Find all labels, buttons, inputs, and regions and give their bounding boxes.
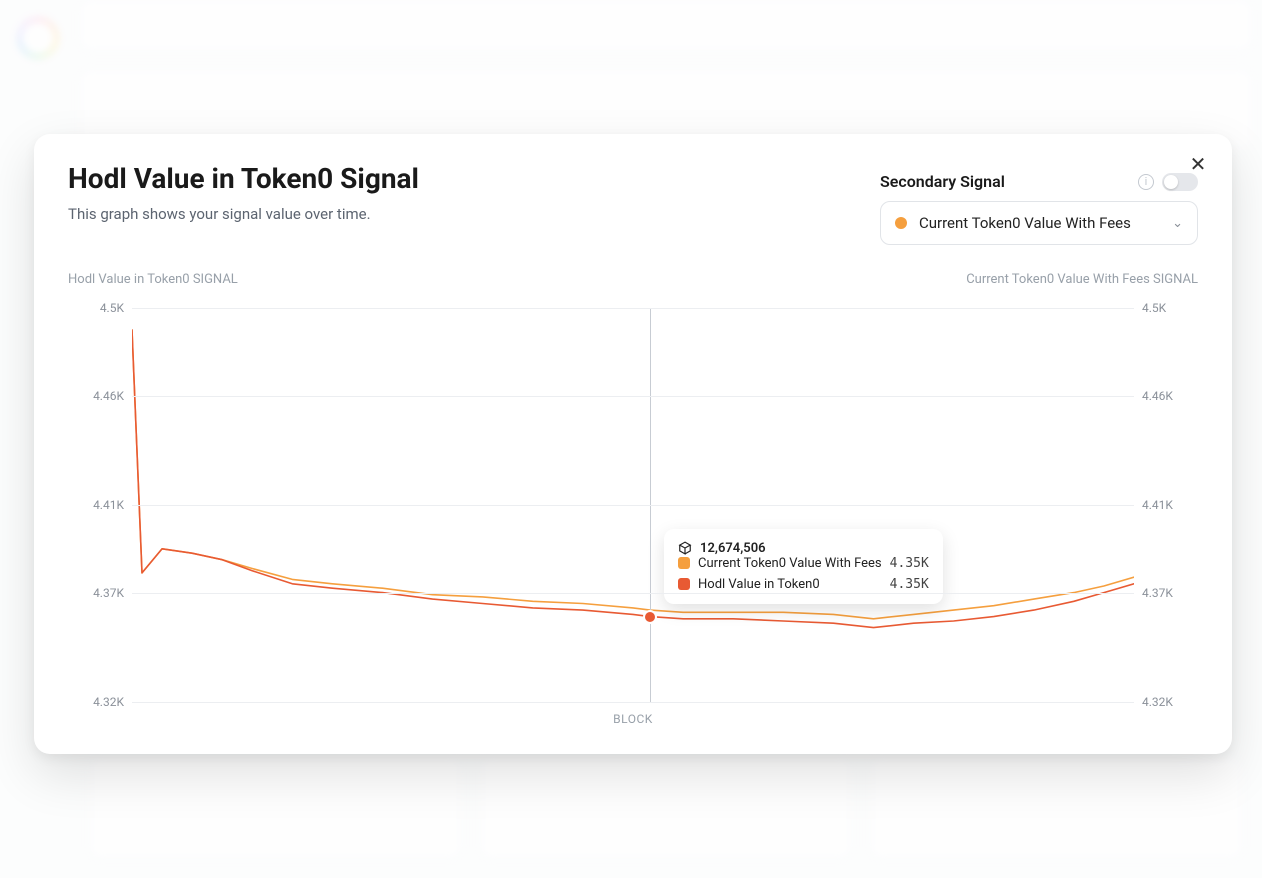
ytick-right: 4.5K (1142, 301, 1198, 315)
ytick-left: 4.37K (68, 586, 124, 600)
ytick-left: 4.46K (68, 389, 124, 403)
secondary-signal-panel: Secondary Signal i Current Token0 Value … (880, 172, 1198, 245)
tooltip-row: Hodl Value in Token04.35K (678, 577, 929, 592)
signal-modal: ✕ Hodl Value in Token0 Signal This graph… (34, 134, 1232, 754)
right-axis-title: Current Token0 Value With Fees SIGNAL (966, 272, 1198, 287)
ytick-right: 4.37K (1142, 586, 1198, 600)
x-axis-label: BLOCK (613, 712, 653, 726)
ytick-left: 4.5K (68, 301, 124, 315)
ytick-right: 4.41K (1142, 498, 1198, 512)
ytick-right: 4.46K (1142, 389, 1198, 403)
select-color-dot (895, 217, 907, 229)
secondary-signal-select[interactable]: Current Token0 Value With Fees ⌄ (880, 201, 1198, 245)
ytick-left: 4.41K (68, 498, 124, 512)
block-icon (678, 541, 692, 555)
ytick-right: 4.32K (1142, 695, 1198, 709)
secondary-signal-toggle[interactable] (1162, 173, 1198, 191)
info-icon[interactable]: i (1138, 174, 1154, 190)
secondary-signal-label: Secondary Signal (880, 172, 1005, 191)
secondary-signal-selected: Current Token0 Value With Fees (919, 214, 1160, 232)
left-axis-title: Hodl Value in Token0 SIGNAL (68, 272, 238, 287)
chart-hover-dot (645, 612, 655, 622)
chevron-down-icon: ⌄ (1172, 216, 1183, 231)
tooltip-row: Current Token0 Value With Fees4.35K (678, 556, 929, 571)
ytick-left: 4.32K (68, 695, 124, 709)
tooltip-block-number: 12,674,506 (700, 541, 766, 556)
chart-area: Hodl Value in Token0 SIGNAL Current Toke… (68, 272, 1198, 732)
